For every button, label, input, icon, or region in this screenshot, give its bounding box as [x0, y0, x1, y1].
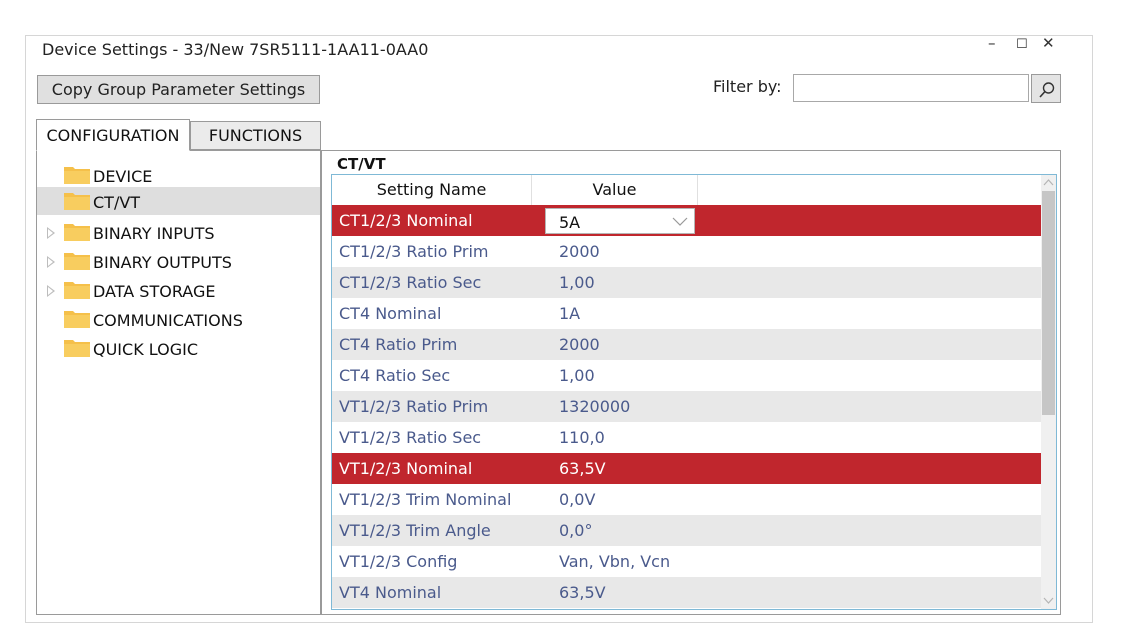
expand-arrow-icon[interactable]	[47, 285, 55, 297]
scrollbar-thumb[interactable]	[1042, 191, 1055, 415]
table-row[interactable]: CT4 Ratio Prim 2000	[332, 329, 1041, 360]
configuration-tree: DEVICE CT/VT BINARY INPUTS BINARY OUTPUT…	[36, 150, 321, 615]
tree-item-label: DEVICE	[93, 167, 153, 186]
setting-name: CT1/2/3 Ratio Prim	[339, 242, 489, 261]
vertical-scrollbar[interactable]	[1041, 175, 1056, 609]
tree-item-label: DATA STORAGE	[93, 282, 216, 301]
folder-icon	[64, 253, 90, 270]
setting-name: CT1/2/3 Nominal	[339, 211, 473, 230]
column-header-value[interactable]: Value	[532, 175, 698, 205]
setting-name: CT1/2/3 Ratio Sec	[339, 273, 482, 292]
folder-icon	[64, 167, 90, 184]
folder-icon	[64, 311, 90, 328]
search-icon	[1039, 82, 1055, 98]
expand-arrow-icon[interactable]	[47, 227, 55, 239]
setting-value: 110,0	[559, 428, 605, 447]
filter-label: Filter by:	[713, 77, 782, 96]
table-row[interactable]: CT4 Ratio Sec 1,00	[332, 360, 1041, 391]
folder-icon	[64, 340, 90, 357]
tree-item-label: BINARY OUTPUTS	[93, 253, 232, 272]
tree-item-device[interactable]: DEVICE	[37, 161, 320, 189]
table-row[interactable]: VT1/2/3 Trim Angle 0,0°	[332, 515, 1041, 546]
setting-value: 0,0V	[559, 490, 596, 509]
copy-group-parameter-settings-button[interactable]: Copy Group Parameter Settings	[37, 75, 320, 104]
table-row[interactable]: CT4 Nominal 1A	[332, 298, 1041, 329]
setting-name: CT4 Ratio Sec	[339, 366, 451, 385]
filter-input[interactable]	[793, 74, 1029, 102]
settings-grid: Setting Name Value CT1/2/3 Nominal 5A CT…	[331, 174, 1057, 610]
table-row[interactable]: CT1/2/3 Ratio Prim 2000	[332, 236, 1041, 267]
table-row[interactable]: VT1/2/3 Ratio Sec 110,0	[332, 422, 1041, 453]
folder-icon	[64, 282, 90, 299]
table-row[interactable]: VT1/2/3 Nominal 63,5V	[332, 453, 1041, 484]
close-button[interactable]: ✕	[1042, 34, 1055, 52]
expand-arrow-icon[interactable]	[47, 256, 55, 268]
setting-value: 1320000	[559, 397, 631, 416]
table-row[interactable]: VT1/2/3 Trim Nominal 0,0V	[332, 484, 1041, 515]
tree-item-binary-outputs[interactable]: BINARY OUTPUTS	[37, 247, 320, 275]
setting-value: 1A	[559, 304, 581, 323]
dropdown-selected-value: 5A	[559, 213, 581, 232]
tree-item-label: BINARY INPUTS	[93, 224, 215, 243]
value-dropdown[interactable]: 5A	[545, 208, 695, 234]
setting-name: CT4 Ratio Prim	[339, 335, 458, 354]
setting-name: VT4 Nominal	[339, 583, 442, 602]
table-row[interactable]: VT4 Nominal 63,5V	[332, 577, 1041, 608]
setting-name: VT1/2/3 Trim Angle	[339, 521, 491, 540]
setting-name: VT1/2/3 Nominal	[339, 459, 473, 478]
setting-value: 1,00	[559, 273, 595, 292]
column-header-setting-name[interactable]: Setting Name	[332, 175, 532, 205]
window-title: Device Settings - 33/New 7SR5111-1AA11-0…	[42, 40, 429, 59]
setting-name: CT4 Nominal	[339, 304, 442, 323]
setting-name: VT1/2/3 Config	[339, 552, 458, 571]
tree-item-quick-logic[interactable]: QUICK LOGIC	[37, 334, 320, 362]
tab-functions[interactable]: FUNCTIONS	[190, 121, 321, 150]
scroll-up-arrow-icon[interactable]	[1043, 178, 1054, 188]
setting-value: 2000	[559, 242, 600, 261]
setting-value: Van, Vbn, Vcn	[559, 552, 671, 571]
tree-item-label: QUICK LOGIC	[93, 340, 198, 359]
chevron-down-icon	[672, 217, 688, 226]
minimize-button[interactable]: –	[988, 34, 996, 52]
grid-header: Setting Name Value	[332, 175, 1041, 206]
table-row[interactable]: CT1/2/3 Nominal 5A	[332, 205, 1041, 236]
setting-name: VT1/2/3 Ratio Prim	[339, 397, 489, 416]
table-row[interactable]: VT1/2/3 Config Van, Vbn, Vcn	[332, 546, 1041, 577]
tree-item-label: COMMUNICATIONS	[93, 311, 243, 330]
setting-name: VT1/2/3 Trim Nominal	[339, 490, 512, 509]
table-row[interactable]: CT1/2/3 Ratio Sec 1,00	[332, 267, 1041, 298]
tab-configuration[interactable]: CONFIGURATION	[36, 119, 190, 151]
folder-icon	[64, 224, 90, 241]
scroll-down-arrow-icon[interactable]	[1043, 595, 1054, 605]
setting-value: 63,5V	[559, 583, 606, 602]
tree-item-binary-inputs[interactable]: BINARY INPUTS	[37, 218, 320, 246]
setting-value: 63,5V	[559, 459, 606, 478]
tree-item-communications[interactable]: COMMUNICATIONS	[37, 305, 320, 333]
setting-value: 0,0°	[559, 521, 593, 540]
folder-icon	[64, 193, 90, 210]
section-title: CT/VT	[337, 155, 386, 173]
setting-value: 1,00	[559, 366, 595, 385]
table-row[interactable]: VT1/2/3 Ratio Prim 1320000	[332, 391, 1041, 422]
maximize-button[interactable]: ☐	[1016, 37, 1028, 52]
setting-name: VT1/2/3 Ratio Sec	[339, 428, 482, 447]
filter-search-button[interactable]	[1031, 74, 1061, 103]
setting-value: 2000	[559, 335, 600, 354]
tree-item-label: CT/VT	[93, 193, 141, 212]
tree-item-data-storage[interactable]: DATA STORAGE	[37, 276, 320, 304]
tree-item-ct-vt[interactable]: CT/VT	[37, 187, 320, 215]
